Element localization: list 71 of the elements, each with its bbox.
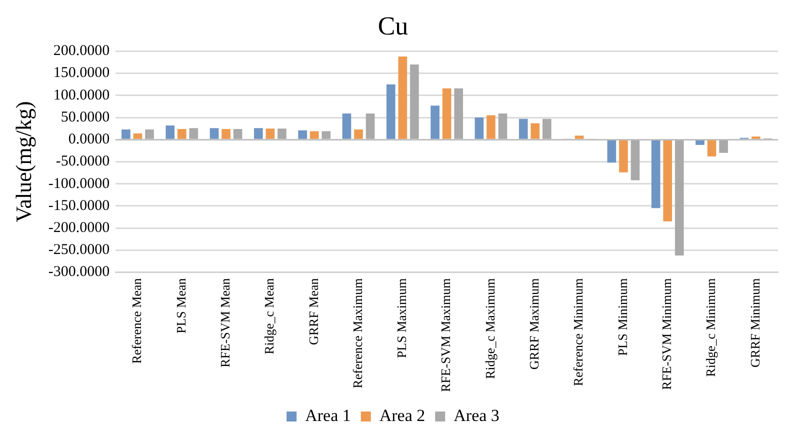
bar <box>530 123 540 139</box>
x-tick-label: Reference Maximum <box>350 278 365 388</box>
bar <box>619 140 628 172</box>
bar <box>210 128 219 139</box>
bar <box>310 131 319 139</box>
y-tick-label: 0.0000 <box>68 132 110 148</box>
bar <box>133 133 142 139</box>
legend-label: Area 1 <box>305 406 351 425</box>
legend-label: Area 2 <box>379 406 426 425</box>
bar <box>486 115 496 139</box>
bar <box>222 129 230 139</box>
bar <box>145 129 154 139</box>
bar <box>442 88 452 139</box>
bar <box>266 128 275 139</box>
bar <box>430 106 440 139</box>
x-tick-label: PLS Maximum <box>394 278 410 358</box>
bar <box>177 129 186 139</box>
x-tick-label: Ridge_c Maximum <box>482 278 498 379</box>
bar <box>574 136 584 139</box>
bar <box>630 140 640 180</box>
bar <box>498 114 508 139</box>
x-tick-label: GRRF Minimum <box>747 278 762 368</box>
bar <box>386 84 396 139</box>
bar <box>674 140 684 256</box>
y-tick-label: -150.0000 <box>48 198 110 214</box>
bar <box>342 114 352 139</box>
bar <box>696 140 704 145</box>
bar <box>354 129 363 139</box>
x-tick-label: Ridge_c Minimum <box>703 278 718 377</box>
x-tick-label: Reference Minimum <box>570 278 586 386</box>
bar <box>254 128 263 139</box>
y-tick-label: 150.0000 <box>53 65 110 82</box>
legend-label: Area 3 <box>454 406 500 425</box>
y-axis-title: Value(mg/kg) <box>10 101 36 222</box>
y-tick-label: 50.0000 <box>60 109 110 126</box>
y-tick-label: -50.0000 <box>56 154 110 170</box>
bar <box>518 118 528 139</box>
bar <box>651 140 660 208</box>
bar <box>410 64 419 139</box>
x-tick-label: RFE-SVM Mean <box>217 278 232 368</box>
bar <box>298 130 307 139</box>
bar <box>278 128 286 139</box>
y-tick-label: 100.0000 <box>53 87 110 104</box>
x-tick-label: PLS Minimum <box>614 278 630 356</box>
bar <box>542 118 552 139</box>
y-tick-label: 200.0000 <box>53 43 110 60</box>
bar <box>454 88 464 139</box>
bar <box>366 114 375 139</box>
x-tick-label: Reference Mean <box>129 278 144 364</box>
bar <box>607 140 616 163</box>
x-tick-label: PLS Mean <box>173 278 188 334</box>
x-tick-label: Ridge_c Mean <box>262 278 277 354</box>
bar <box>233 129 242 139</box>
bar <box>719 140 728 153</box>
y-tick-label: -100.0000 <box>48 176 110 192</box>
bar <box>474 118 484 139</box>
bar <box>707 140 716 156</box>
y-tick-label: -300.0000 <box>48 264 110 280</box>
chart-title: Cu <box>378 11 408 40</box>
x-tick-label: GRRF Maximum <box>526 278 542 370</box>
bar <box>166 125 175 139</box>
y-tick-label: -200.0000 <box>48 220 110 236</box>
x-tick-label: GRRF Mean <box>306 278 321 346</box>
bar <box>398 56 408 139</box>
bar <box>189 128 198 139</box>
bar <box>322 131 331 139</box>
bar <box>122 129 130 139</box>
y-tick-label: -250.0000 <box>48 242 110 258</box>
bar <box>663 140 672 222</box>
x-tick-label: RFE-SVM Maximum <box>438 278 454 392</box>
x-tick-label: RFE-SVM Minimum <box>659 278 674 390</box>
